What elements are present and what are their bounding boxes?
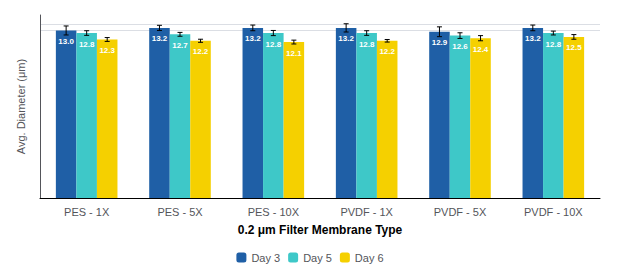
svg-text:PVDF - 5X: PVDF - 5X xyxy=(434,206,487,218)
svg-text:13.2: 13.2 xyxy=(152,34,168,43)
svg-text:12.5: 12.5 xyxy=(566,43,582,52)
svg-text:12.4: 12.4 xyxy=(473,45,489,54)
svg-text:0.2 μm Filter Membrane Type: 0.2 μm Filter Membrane Type xyxy=(238,223,403,237)
svg-text:12.6: 12.6 xyxy=(452,42,468,51)
svg-text:13.0: 13.0 xyxy=(58,37,74,46)
svg-text:13.2: 13.2 xyxy=(245,34,261,43)
svg-text:PES - 5X: PES - 5X xyxy=(157,206,203,218)
svg-text:12.3: 12.3 xyxy=(99,46,115,55)
svg-text:PVDF - 1X: PVDF - 1X xyxy=(340,206,393,218)
svg-text:12.8: 12.8 xyxy=(79,40,95,49)
svg-text:12.1: 12.1 xyxy=(286,49,302,58)
svg-text:12.8: 12.8 xyxy=(546,40,562,49)
svg-text:12.2: 12.2 xyxy=(379,47,395,56)
svg-text:12.2: 12.2 xyxy=(193,47,209,56)
svg-text:Day 3: Day 3 xyxy=(251,252,280,264)
svg-text:PVDF - 10X: PVDF - 10X xyxy=(524,206,583,218)
svg-text:12.7: 12.7 xyxy=(172,41,188,50)
svg-text:Avg. Diameter (μm): Avg. Diameter (μm) xyxy=(15,59,27,154)
svg-text:Day 5: Day 5 xyxy=(303,252,332,264)
svg-text:PES - 1X: PES - 1X xyxy=(64,206,110,218)
svg-text:12.8: 12.8 xyxy=(359,40,375,49)
svg-text:PES - 10X: PES - 10X xyxy=(248,206,300,218)
svg-text:12.9: 12.9 xyxy=(432,38,448,47)
svg-text:13.2: 13.2 xyxy=(338,34,354,43)
svg-text:12.8: 12.8 xyxy=(266,40,282,49)
svg-text:13.2: 13.2 xyxy=(525,34,541,43)
svg-text:Day 6: Day 6 xyxy=(355,252,384,264)
